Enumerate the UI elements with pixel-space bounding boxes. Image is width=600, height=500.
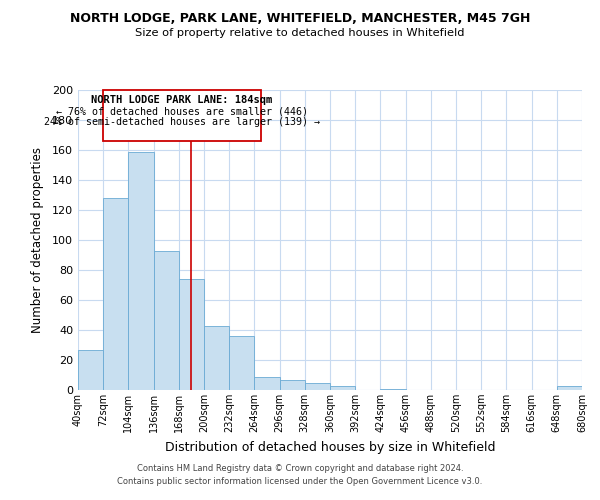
Bar <box>179 279 204 390</box>
Bar <box>78 350 103 390</box>
Text: Contains HM Land Registry data © Crown copyright and database right 2024.
Contai: Contains HM Land Registry data © Crown c… <box>118 464 482 486</box>
Bar <box>204 326 229 390</box>
Bar <box>280 380 305 390</box>
Text: NORTH LODGE, PARK LANE, WHITEFIELD, MANCHESTER, M45 7GH: NORTH LODGE, PARK LANE, WHITEFIELD, MANC… <box>70 12 530 26</box>
Text: ← 76% of detached houses are smaller (446): ← 76% of detached houses are smaller (44… <box>56 106 308 117</box>
Text: 24% of semi-detached houses are larger (139) →: 24% of semi-detached houses are larger (… <box>44 117 320 127</box>
Bar <box>154 250 179 390</box>
Text: NORTH LODGE PARK LANE: 184sqm: NORTH LODGE PARK LANE: 184sqm <box>91 95 272 106</box>
Bar <box>254 376 280 390</box>
Bar <box>128 152 154 390</box>
Bar <box>330 386 355 390</box>
X-axis label: Distribution of detached houses by size in Whitefield: Distribution of detached houses by size … <box>165 440 495 454</box>
Bar <box>305 382 330 390</box>
Y-axis label: Number of detached properties: Number of detached properties <box>31 147 44 333</box>
Bar <box>229 336 254 390</box>
Bar <box>380 388 406 390</box>
Bar <box>557 386 582 390</box>
Bar <box>103 198 128 390</box>
Text: Size of property relative to detached houses in Whitefield: Size of property relative to detached ho… <box>135 28 465 38</box>
Bar <box>103 90 261 141</box>
